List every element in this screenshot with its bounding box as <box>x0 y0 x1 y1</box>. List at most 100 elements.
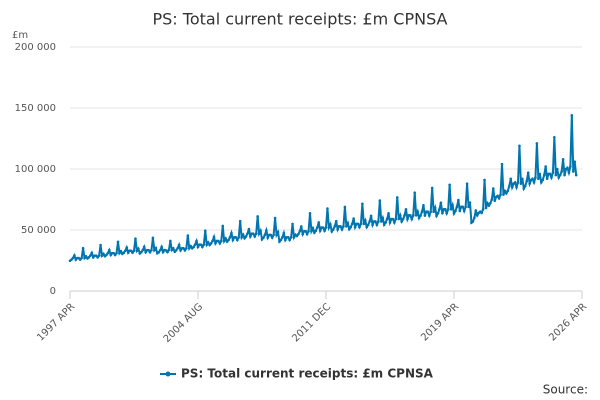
point <box>352 217 355 220</box>
point <box>422 204 425 207</box>
point <box>375 223 379 227</box>
point <box>251 232 255 235</box>
point <box>340 228 344 231</box>
point <box>118 251 121 255</box>
point <box>83 256 86 260</box>
point <box>491 187 495 190</box>
point <box>299 225 303 228</box>
point <box>391 217 395 221</box>
point <box>169 239 172 243</box>
point <box>187 247 191 250</box>
point <box>535 142 539 145</box>
point <box>500 162 504 166</box>
point <box>432 210 435 213</box>
point <box>186 234 190 237</box>
point <box>409 214 412 217</box>
point <box>394 217 398 221</box>
legend-marker <box>165 371 171 377</box>
point <box>244 235 248 238</box>
point <box>349 225 353 229</box>
point <box>323 229 326 233</box>
point <box>333 225 337 228</box>
point <box>345 225 348 228</box>
point <box>362 222 366 226</box>
point <box>429 210 433 213</box>
point <box>315 226 319 229</box>
point <box>199 243 203 246</box>
point <box>371 223 374 227</box>
x-tick-label: 2019 APR <box>419 301 461 343</box>
point <box>217 239 220 243</box>
point <box>397 217 401 221</box>
point <box>566 166 569 170</box>
point <box>106 251 110 255</box>
point <box>183 249 187 252</box>
point <box>366 223 370 227</box>
point <box>454 209 457 213</box>
point <box>189 244 193 248</box>
point <box>507 184 511 188</box>
point <box>139 250 143 254</box>
point <box>521 177 524 181</box>
point <box>201 245 204 249</box>
point <box>519 182 523 185</box>
point <box>96 256 99 259</box>
point <box>171 247 175 250</box>
y-tick-label: 50 000 <box>21 225 56 236</box>
point <box>510 186 514 189</box>
point <box>214 242 217 245</box>
point <box>388 221 392 224</box>
point <box>419 214 422 217</box>
point <box>304 229 307 233</box>
point <box>435 214 438 218</box>
point <box>99 243 102 247</box>
point <box>401 217 405 221</box>
point <box>270 236 274 239</box>
point <box>343 205 347 209</box>
point <box>518 144 521 148</box>
point <box>266 236 270 239</box>
point <box>254 232 258 235</box>
point <box>112 251 115 255</box>
point <box>414 214 418 217</box>
point <box>387 211 390 215</box>
point <box>115 251 118 255</box>
point <box>381 216 385 220</box>
point <box>368 220 371 223</box>
point <box>73 254 76 257</box>
point <box>135 249 139 253</box>
point <box>209 242 213 245</box>
point <box>253 235 257 238</box>
point <box>166 250 169 254</box>
point <box>84 255 88 258</box>
point <box>330 230 334 233</box>
point <box>374 220 377 223</box>
point <box>438 207 441 211</box>
point <box>539 181 543 184</box>
point <box>385 217 389 221</box>
point <box>203 229 207 233</box>
point <box>158 248 162 252</box>
point <box>265 229 268 232</box>
point <box>573 160 577 163</box>
point <box>142 245 146 249</box>
point <box>406 217 409 221</box>
point <box>182 247 185 250</box>
point <box>301 232 305 236</box>
point <box>550 176 553 179</box>
point <box>90 251 94 255</box>
point <box>141 248 145 252</box>
point <box>311 226 315 230</box>
point <box>537 177 540 181</box>
point <box>273 216 277 220</box>
point <box>528 182 531 185</box>
point <box>468 201 472 204</box>
point <box>164 249 168 252</box>
point <box>327 226 331 229</box>
point <box>496 194 499 198</box>
y-tick-label: 0 <box>50 286 56 297</box>
y-tick-label: 100 000 <box>15 164 56 175</box>
point <box>326 207 329 210</box>
x-tick-label: 2004 AUG <box>162 301 206 345</box>
point <box>502 193 505 196</box>
